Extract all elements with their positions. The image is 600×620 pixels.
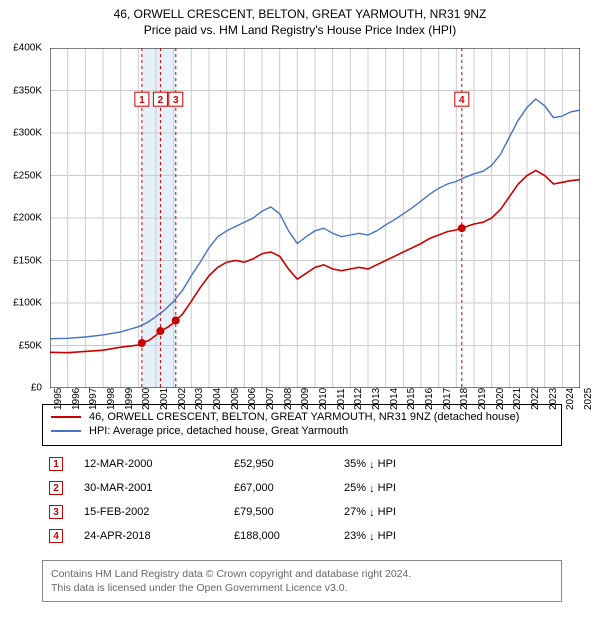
sale-pct: 35% ↓ HPI	[344, 458, 454, 470]
y-tick-label: £350K	[13, 85, 42, 96]
y-tick-label: £300K	[13, 128, 42, 139]
arrow-down-icon: ↓	[369, 531, 375, 543]
marker-cell: 3	[42, 505, 70, 519]
y-axis-labels: £0£50K£100K£150K£200K£250K£300K£350K£400…	[0, 48, 46, 388]
svg-text:3: 3	[173, 95, 179, 106]
y-tick-label: £0	[31, 383, 42, 394]
svg-text:1: 1	[139, 95, 145, 106]
sale-price: £52,950	[234, 458, 344, 470]
svg-text:2: 2	[158, 95, 164, 106]
chart-title-block: 46, ORWELL CRESCENT, BELTON, GREAT YARMO…	[0, 0, 600, 38]
x-tick-label: 2024	[565, 388, 576, 410]
footer-line1: Contains HM Land Registry data © Crown c…	[51, 567, 553, 581]
sale-pct: 25% ↓ HPI	[344, 482, 454, 494]
table-row: 4 24-APR-2018£188,00023% ↓ HPI	[42, 524, 562, 548]
sale-price: £188,000	[234, 530, 344, 542]
arrow-down-icon: ↓	[369, 459, 375, 471]
marker-box: 4	[49, 529, 63, 543]
legend-swatch	[51, 430, 81, 432]
footer-line2: This data is licensed under the Open Gov…	[51, 581, 553, 595]
sale-date: 12-MAR-2000	[70, 458, 234, 470]
legend-label: 46, ORWELL CRESCENT, BELTON, GREAT YARMO…	[89, 411, 519, 423]
footer-box: Contains HM Land Registry data © Crown c…	[42, 560, 562, 602]
sale-price: £67,000	[234, 482, 344, 494]
chart-svg: 1 23 4	[50, 48, 580, 388]
legend-box: 46, ORWELL CRESCENT, BELTON, GREAT YARMO…	[42, 404, 562, 446]
sale-price: £79,500	[234, 506, 344, 518]
marker-cell: 2	[42, 481, 70, 495]
arrow-down-icon: ↓	[369, 483, 375, 495]
marker-box: 1	[49, 457, 63, 471]
marker-box: 3	[49, 505, 63, 519]
marker-box: 2	[49, 481, 63, 495]
marker-cell: 4	[42, 529, 70, 543]
y-tick-label: £100K	[13, 298, 42, 309]
legend-row: 46, ORWELL CRESCENT, BELTON, GREAT YARMO…	[51, 411, 553, 423]
marker-cell: 1	[42, 457, 70, 471]
sale-date: 15-FEB-2002	[70, 506, 234, 518]
page-root: 46, ORWELL CRESCENT, BELTON, GREAT YARMO…	[0, 0, 600, 620]
chart-title-line1: 46, ORWELL CRESCENT, BELTON, GREAT YARMO…	[0, 6, 600, 22]
table-row: 1 12-MAR-2000£52,95035% ↓ HPI	[42, 452, 562, 476]
y-tick-label: £150K	[13, 255, 42, 266]
chart-title-line2: Price paid vs. HM Land Registry's House …	[0, 22, 600, 38]
sale-pct: 23% ↓ HPI	[344, 530, 454, 542]
y-tick-label: £200K	[13, 213, 42, 224]
table-row: 3 15-FEB-2002£79,50027% ↓ HPI	[42, 500, 562, 524]
y-tick-label: £250K	[13, 170, 42, 181]
sale-pct: 27% ↓ HPI	[344, 506, 454, 518]
legend-row: HPI: Average price, detached house, Grea…	[51, 425, 553, 437]
sales-table: 1 12-MAR-2000£52,95035% ↓ HPI 2 30-MAR-2001…	[42, 452, 562, 548]
table-row: 2 30-MAR-2001£67,00025% ↓ HPI	[42, 476, 562, 500]
sale-date: 30-MAR-2001	[70, 482, 234, 494]
legend-swatch	[51, 416, 81, 418]
svg-text:4: 4	[459, 95, 465, 106]
arrow-down-icon: ↓	[369, 507, 375, 519]
y-tick-label: £50K	[19, 340, 42, 351]
y-tick-label: £400K	[13, 43, 42, 54]
sale-date: 24-APR-2018	[70, 530, 234, 542]
legend-label: HPI: Average price, detached house, Grea…	[89, 425, 348, 437]
x-tick-label: 2025	[583, 388, 594, 410]
chart-area: 1 23 4	[50, 48, 580, 388]
